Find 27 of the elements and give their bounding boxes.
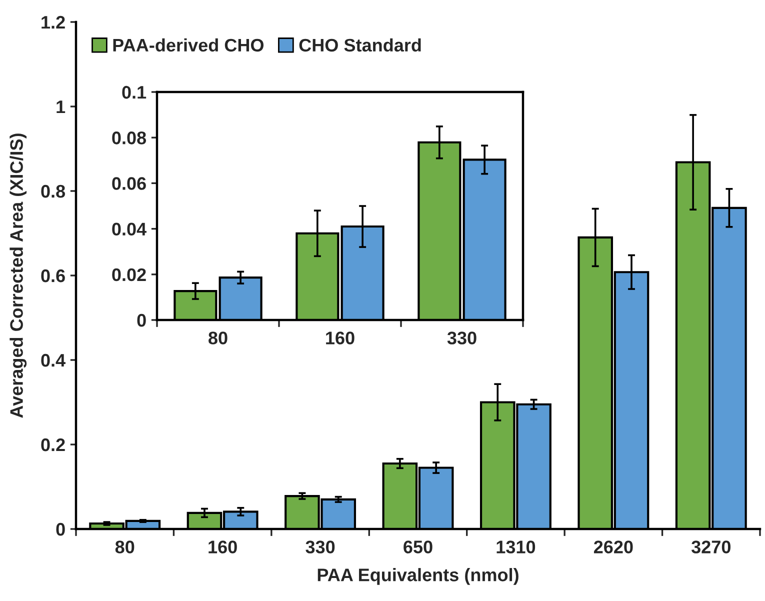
y-tick-label: 0 [56,522,65,536]
x-tick-label: 160 [326,332,354,344]
y-tick-label: 0.06 [112,177,146,190]
y-tick-label: 0.6 [41,269,65,282]
x-tick-label: 160 [208,540,237,554]
x-tick-label: 650 [404,540,432,554]
x-tick-label: 1310 [496,540,536,554]
x-tick-label: 80 [115,540,134,554]
y-tick-label: 1 [56,100,66,114]
x-tick-label: 2620 [594,540,633,554]
y-tick-label: 0.04 [112,222,146,236]
y-tick-label: 0.02 [112,268,146,282]
y-tick-label: 0.4 [41,354,66,367]
x-axis-title: PAA Equivalents (nmol) [318,568,518,585]
y-tick-label: 0.8 [41,184,66,198]
legend-label: CHO Standard [299,38,421,52]
x-tick-label: 3270 [691,540,730,554]
legend-label: PAA-derived CHO [113,38,264,52]
x-tick-label: 80 [208,332,228,344]
y-tick-label: 1.2 [42,16,65,29]
y-tick-label: 0.1 [122,86,146,99]
x-tick-label: 330 [447,332,476,344]
y-axis-title: Averaged Corrected Area (XIC/IS) [10,134,27,418]
y-tick-label: 0 [137,314,146,327]
y-tick-label: 0.2 [41,438,65,452]
y-tick-label: 0.08 [112,132,146,144]
x-tick-label: 330 [306,540,335,554]
